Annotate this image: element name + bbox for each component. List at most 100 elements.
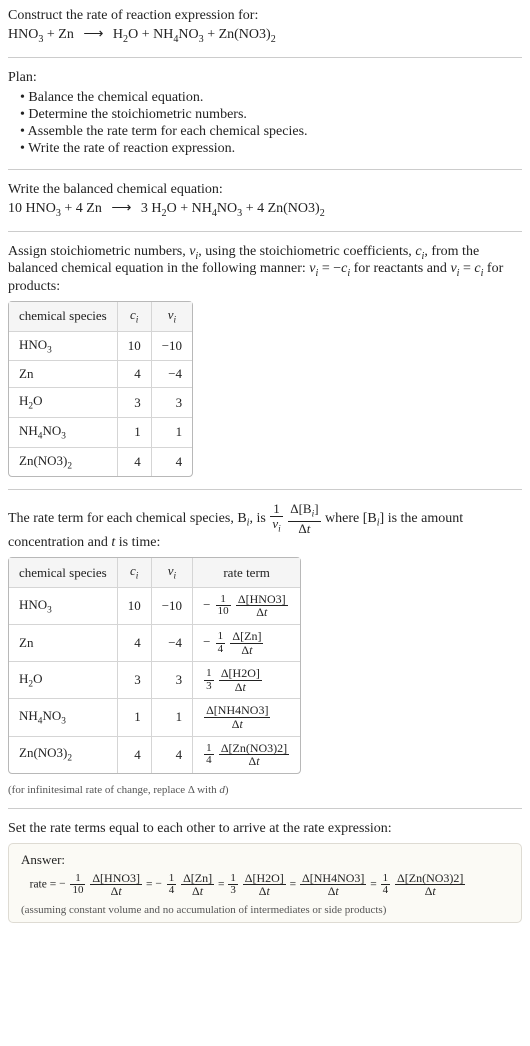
nui: −10 bbox=[152, 588, 193, 625]
intro-title: Construct the rate of reaction expressio… bbox=[8, 8, 522, 24]
table-row: H2O 3 3 13 Δ[H2O]Δt bbox=[9, 662, 300, 699]
dd: Δt bbox=[236, 606, 288, 619]
species: Zn bbox=[9, 361, 118, 388]
col-species: chemical species bbox=[9, 302, 118, 332]
dd: Δt bbox=[230, 644, 263, 657]
frac-delta-bi: Δ[Bi] Δt bbox=[288, 502, 320, 535]
species: HNO3 bbox=[9, 588, 118, 625]
answer-note: (assuming constant volume and no accumul… bbox=[21, 904, 509, 916]
plan-list: Balance the chemical equation. Determine… bbox=[8, 90, 522, 157]
nui: −4 bbox=[152, 625, 193, 662]
table-row: NH4NO3 1 1 Δ[NH4NO3]Δt bbox=[9, 699, 300, 736]
dn: Δ[Zn(NO3)2] bbox=[219, 742, 289, 756]
set-equal-text: Set the rate terms equal to each other t… bbox=[8, 821, 522, 837]
table-row: Zn 4 −4 bbox=[9, 361, 192, 388]
answer-box: Answer: rate = − 110 Δ[HNO3]Δt = − 14 Δ[… bbox=[8, 843, 522, 923]
table-row: NH4NO3 1 1 bbox=[9, 418, 192, 448]
fd: 4 bbox=[167, 885, 177, 897]
divider bbox=[8, 169, 522, 170]
divider bbox=[8, 231, 522, 232]
infinitesimal-note: (for infinitesimal rate of change, repla… bbox=[8, 784, 522, 796]
nui: 1 bbox=[152, 418, 192, 448]
stoich-table: chemical species ci νi HNO3 10 −10 Zn 4 … bbox=[8, 301, 193, 477]
dn: Δ[NH4NO3] bbox=[204, 704, 270, 718]
plan-item: Assemble the rate term for each chemical… bbox=[20, 124, 522, 140]
species: Zn bbox=[9, 625, 118, 662]
rt-part: , is bbox=[249, 511, 269, 526]
sign: − bbox=[203, 597, 210, 612]
dd: Δt bbox=[219, 755, 289, 768]
rt-part: The rate term for each chemical species,… bbox=[8, 511, 247, 526]
fd: 3 bbox=[204, 681, 214, 693]
ci: 4 bbox=[118, 361, 152, 388]
fd: 4 bbox=[216, 644, 226, 656]
species: NH4NO3 bbox=[9, 699, 118, 736]
divider bbox=[8, 57, 522, 58]
species: H2O bbox=[9, 662, 118, 699]
ci: 1 bbox=[118, 418, 152, 448]
sign: − bbox=[59, 878, 66, 890]
dd: Δt bbox=[219, 681, 262, 694]
col-ci: ci bbox=[118, 558, 152, 588]
frac-num: Δ[Bi] bbox=[288, 502, 320, 521]
divider bbox=[8, 808, 522, 809]
sign: − bbox=[203, 634, 210, 649]
rt-part: where [B bbox=[325, 511, 377, 526]
rateterm: − 110 Δ[HNO3]Δt bbox=[193, 588, 300, 625]
balance-reaction: 10 HNO3 + 4 Zn ⟶ 3 H2O + NH4NO3 + 4 Zn(N… bbox=[8, 200, 522, 219]
table-row: Zn(NO3)2 4 4 14 Δ[Zn(NO3)2]Δt bbox=[9, 737, 300, 773]
nui: 4 bbox=[152, 448, 192, 477]
answer-expression: rate = − 110 Δ[HNO3]Δt = − 14 Δ[Zn]Δt = … bbox=[21, 872, 509, 900]
dn: Δ[HNO3] bbox=[236, 593, 288, 607]
ci: 3 bbox=[118, 388, 152, 418]
dd: Δt bbox=[300, 885, 366, 898]
fd: 4 bbox=[381, 885, 391, 897]
ci: 10 bbox=[118, 332, 152, 362]
rateterm: 14 Δ[Zn(NO3)2]Δt bbox=[193, 737, 300, 773]
fn: 1 bbox=[204, 668, 214, 681]
dn: Δ[H2O] bbox=[243, 872, 286, 886]
table-header-row: chemical species ci νi rate term bbox=[9, 558, 300, 588]
ci: 10 bbox=[118, 588, 152, 625]
fd: 10 bbox=[216, 606, 231, 618]
dd: Δt bbox=[181, 885, 214, 898]
rateterm: − 14 Δ[Zn]Δt bbox=[193, 625, 300, 662]
species: NH4NO3 bbox=[9, 418, 118, 448]
table-header-row: chemical species ci νi bbox=[9, 302, 192, 332]
rateterm-text: The rate term for each chemical species,… bbox=[8, 502, 522, 551]
fd: 4 bbox=[204, 755, 214, 767]
plan-item: Balance the chemical equation. bbox=[20, 90, 522, 106]
nui: −10 bbox=[152, 332, 192, 362]
species: Zn(NO3)2 bbox=[9, 737, 118, 773]
frac-den: Δt bbox=[288, 522, 320, 536]
col-nui: νi bbox=[152, 302, 192, 332]
dd: Δt bbox=[204, 718, 270, 731]
assign-text: Assign stoichiometric numbers, νi, using… bbox=[8, 244, 522, 296]
rate-term-table: chemical species ci νi rate term HNO3 10… bbox=[8, 557, 301, 774]
table-row: HNO3 10 −10 bbox=[9, 332, 192, 362]
nui: 1 bbox=[152, 699, 193, 736]
plan-item: Determine the stoichiometric numbers. bbox=[20, 107, 522, 123]
ci: 4 bbox=[118, 448, 152, 477]
dd: Δt bbox=[395, 885, 465, 898]
dn: Δ[Zn] bbox=[181, 872, 214, 886]
col-rateterm: rate term bbox=[193, 558, 300, 588]
assign-part: , using the stoichiometric coefficients, bbox=[198, 244, 415, 259]
fd: 3 bbox=[228, 885, 238, 897]
nui: 3 bbox=[152, 662, 193, 699]
frac-den: νi bbox=[270, 517, 282, 535]
ci: 3 bbox=[118, 662, 152, 699]
dn: Δ[Zn] bbox=[230, 630, 263, 644]
balance: Write the balanced chemical equation: 10… bbox=[8, 182, 522, 219]
divider bbox=[8, 489, 522, 490]
table-row: HNO3 10 −10 − 110 Δ[HNO3]Δt bbox=[9, 588, 300, 625]
table-row: H2O 3 3 bbox=[9, 388, 192, 418]
assign-part: for reactants and bbox=[350, 261, 450, 276]
nui: 4 bbox=[152, 737, 193, 773]
nui: 3 bbox=[152, 388, 192, 418]
species: H2O bbox=[9, 388, 118, 418]
table-row: Zn(NO3)2 4 4 bbox=[9, 448, 192, 477]
fn: 1 bbox=[216, 631, 226, 644]
col-ci: ci bbox=[118, 302, 152, 332]
intro: Construct the rate of reaction expressio… bbox=[8, 8, 522, 45]
